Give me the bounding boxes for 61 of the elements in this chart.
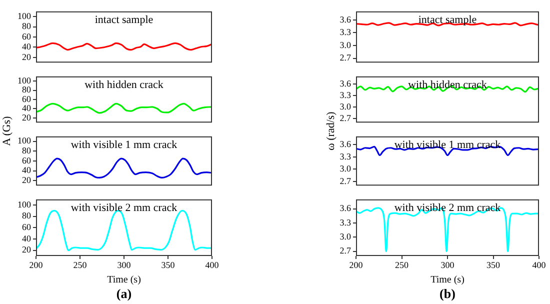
- y-tick-label: 60: [22, 94, 32, 104]
- y-tick-label: 100: [18, 136, 32, 146]
- y-tick-label: 3.0: [340, 231, 352, 242]
- chart-title: with hidden crack: [84, 78, 164, 91]
- y-tick-label: 20: [22, 244, 32, 255]
- line-series: [36, 158, 212, 179]
- y-tick-label: 40: [22, 42, 32, 52]
- x-tick-label: 400: [532, 260, 546, 270]
- y-tick-label: 20: [22, 175, 32, 186]
- line-series: [36, 102, 212, 114]
- x-axis-title: Time (s): [107, 274, 141, 286]
- y-tick-label: 3.6: [340, 78, 352, 88]
- y-tick-label: 2.7: [340, 52, 352, 63]
- x-tick-label: 250: [73, 260, 88, 270]
- y-tick-label: 20: [22, 52, 32, 62]
- y-tick-label: 60: [22, 155, 32, 166]
- x-tick-label: 400: [205, 260, 220, 270]
- x-tick-label: 300: [117, 260, 132, 270]
- line-series: [36, 210, 212, 252]
- y-axis-title: A (Gs): [0, 114, 14, 148]
- y-tick-label: 40: [22, 165, 32, 176]
- y-tick-label: 2.7: [340, 176, 352, 186]
- y-tick-label: 3.3: [340, 151, 352, 162]
- x-tick-label: 350: [161, 260, 176, 270]
- y-tick-label: 3.3: [340, 217, 352, 228]
- y-tick-label: 3.6: [340, 138, 352, 149]
- chart-title: intact sample: [94, 14, 154, 26]
- y-tick-label: 60: [22, 31, 32, 42]
- y-tick-label: 3.3: [340, 27, 352, 38]
- y-tick-label: 100: [18, 199, 32, 210]
- y-tick-label: 60: [22, 222, 32, 232]
- y-tick-label: 2.7: [340, 246, 352, 256]
- y-tick-label: 100: [18, 10, 32, 21]
- y-tick-label: 80: [22, 21, 32, 32]
- y-tick-label: 2.7: [340, 113, 352, 124]
- y-tick-label: 20: [22, 112, 32, 122]
- line-series: [36, 42, 212, 51]
- text: (b): [438, 286, 456, 302]
- x-tick-label: 250: [395, 260, 409, 270]
- y-tick-label: 80: [22, 210, 32, 221]
- y-tick-label: 3.6: [340, 14, 352, 24]
- y-tick-label: 3.0: [340, 102, 352, 112]
- y-tick-label: 3.0: [340, 164, 352, 174]
- text: (a): [115, 286, 133, 302]
- y-tick-label: 40: [22, 103, 32, 114]
- y-tick-label: 80: [22, 84, 32, 95]
- y-tick-label: 100: [18, 75, 32, 86]
- chart-title: with visible 2 mm crack: [70, 202, 178, 214]
- x-axis-title: Time (s): [430, 274, 464, 286]
- y-tick-label: 40: [22, 233, 32, 244]
- chart-title: intact sample: [418, 14, 477, 26]
- y-tick-label: 3.0: [340, 40, 352, 50]
- y-tick-label: 80: [22, 146, 32, 156]
- x-tick-label: 200: [29, 260, 44, 270]
- chart-title: with visible 1 mm crack: [70, 138, 178, 151]
- y-tick-label: 3.6: [340, 203, 352, 214]
- y-axis-title: ω (rad/s): [324, 110, 338, 152]
- y-tick-label: 3.3: [340, 90, 352, 100]
- x-tick-label: 200: [349, 260, 364, 270]
- x-tick-label: 300: [440, 260, 455, 270]
- x-tick-label: 350: [486, 260, 500, 270]
